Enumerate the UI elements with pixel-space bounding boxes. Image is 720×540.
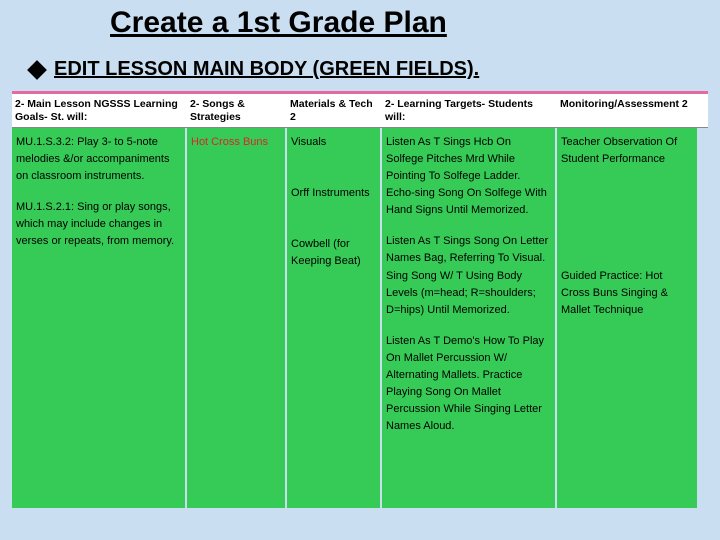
cell-text: Listen As T Sings Song On Letter Names B… bbox=[386, 233, 551, 318]
body-cell-songs: Hot Cross Buns bbox=[187, 128, 287, 508]
body-cell-targets: Listen As T Sings Hcb On Solfege Pitches… bbox=[382, 128, 557, 508]
body-cell-materials: Visuals Orff Instruments Cowbell (for Ke… bbox=[287, 128, 382, 508]
cell-text: Hot Cross Buns bbox=[191, 134, 281, 151]
title-area: Create a 1st Grade Plan bbox=[0, 0, 720, 40]
cell-text: MU.1.S.3.2: Play 3- to 5-note melodies &… bbox=[16, 134, 181, 185]
cell-text: Listen As T Sings Hcb On Solfege Pitches… bbox=[386, 134, 551, 219]
subheading: EDIT LESSON MAIN BODY (GREEN FIELDS). bbox=[54, 58, 479, 81]
subheading-row: EDIT LESSON MAIN BODY (GREEN FIELDS). bbox=[0, 40, 720, 87]
cell-text: Teacher Observation Of Student Performan… bbox=[561, 134, 693, 168]
body-cell-assessment: Teacher Observation Of Student Performan… bbox=[557, 128, 697, 508]
cell-text: Cowbell (for Keeping Beat) bbox=[291, 236, 376, 270]
cell-text: Orff Instruments bbox=[291, 185, 376, 202]
bullet-diamond-icon bbox=[27, 60, 47, 80]
cell-text: Listen As T Demo's How To Play On Mallet… bbox=[386, 333, 551, 435]
cell-text: MU.1.S.2.1: Sing or play songs, which ma… bbox=[16, 199, 181, 250]
table-body-row: MU.1.S.3.2: Play 3- to 5-note melodies &… bbox=[12, 128, 708, 508]
cell-text: Visuals bbox=[291, 134, 376, 151]
lesson-table: 2- Main Lesson NGSSS Learning Goals- St.… bbox=[0, 87, 720, 508]
header-cell: 2- Learning Targets- Students will: bbox=[382, 94, 557, 127]
table-header-row: 2- Main Lesson NGSSS Learning Goals- St.… bbox=[12, 94, 708, 128]
header-cell: 2- Main Lesson NGSSS Learning Goals- St.… bbox=[12, 94, 187, 127]
cell-text: Guided Practice: Hot Cross Buns Singing … bbox=[561, 268, 693, 319]
page-title: Create a 1st Grade Plan bbox=[110, 6, 720, 40]
header-cell: 2- Songs & Strategies bbox=[187, 94, 287, 127]
header-cell: Materials & Tech 2 bbox=[287, 94, 382, 127]
body-cell-goals: MU.1.S.3.2: Play 3- to 5-note melodies &… bbox=[12, 128, 187, 508]
header-cell: Monitoring/Assessment 2 bbox=[557, 94, 697, 127]
